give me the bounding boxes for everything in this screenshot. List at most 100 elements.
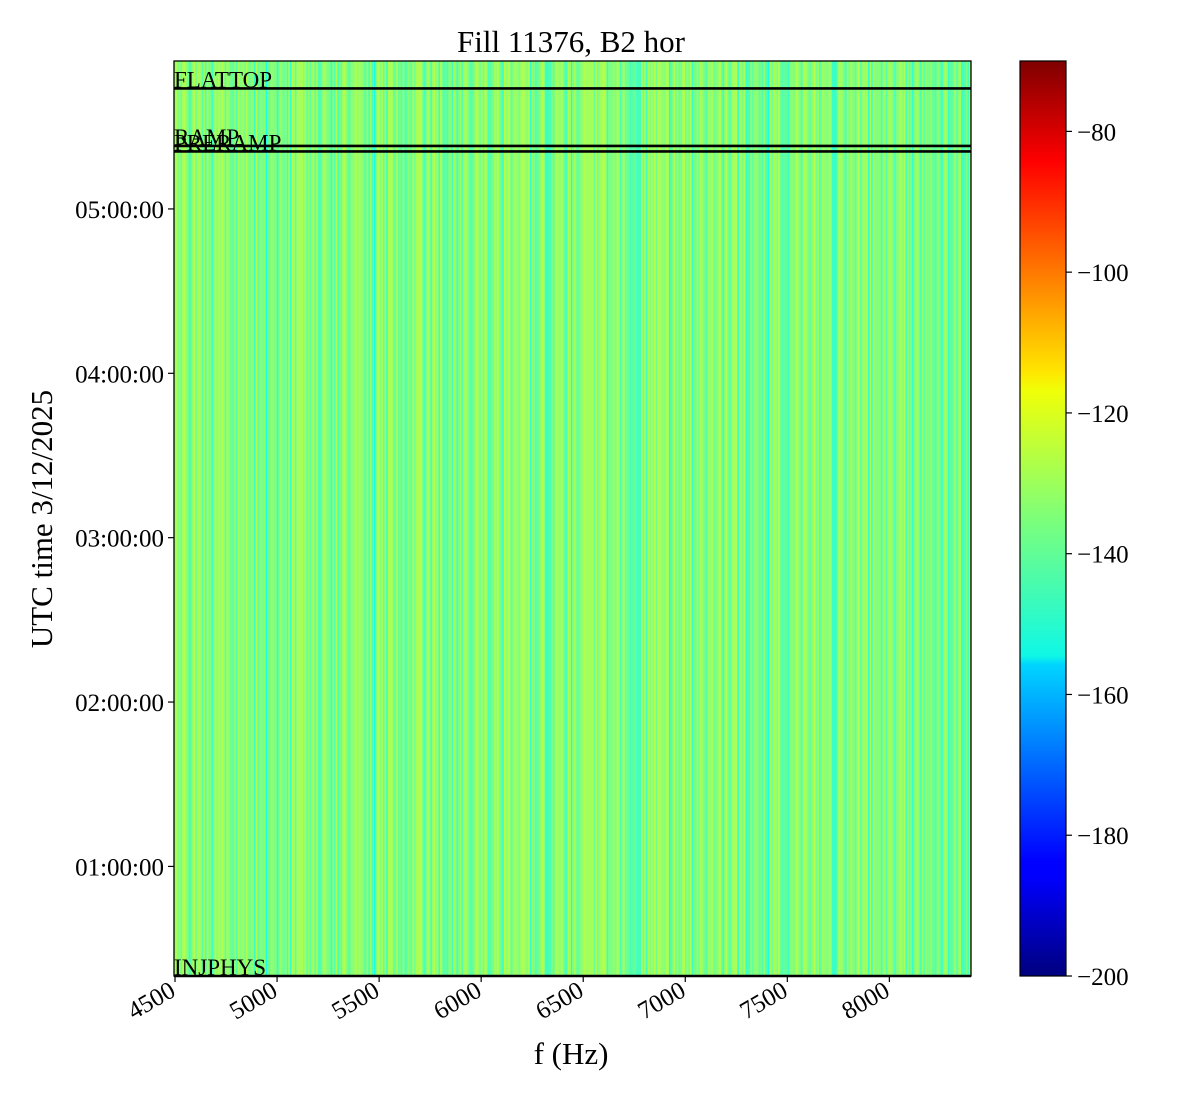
heatmap-column xyxy=(427,61,430,976)
heatmap-column xyxy=(637,61,640,976)
heatmap-column xyxy=(244,61,247,976)
heatmap-column xyxy=(799,61,802,976)
heatmap-column xyxy=(351,61,354,976)
heatmap-column xyxy=(345,61,348,976)
heatmap-column xyxy=(789,61,792,976)
heatmap-column xyxy=(704,61,707,976)
heatmap-column xyxy=(270,61,273,976)
heatmap-column xyxy=(908,61,911,976)
heatmap-column xyxy=(928,61,931,976)
heatmap-column xyxy=(645,61,648,976)
heatmap-column xyxy=(396,61,398,976)
heatmap-column xyxy=(898,61,901,976)
x-tick-label: 7500 xyxy=(736,977,793,1025)
heatmap-column xyxy=(296,61,299,976)
heatmap-column xyxy=(471,61,474,976)
heatmap-column xyxy=(887,61,890,976)
heatmap-column xyxy=(226,61,229,976)
heatmap-column xyxy=(355,61,358,976)
heatmap-column xyxy=(397,61,400,976)
heatmap-column xyxy=(236,61,238,976)
heatmap-column xyxy=(756,61,759,976)
heatmap-column xyxy=(505,61,508,976)
heatmap-column xyxy=(616,61,619,976)
heatmap-column xyxy=(701,61,704,976)
heatmap-column xyxy=(245,61,248,976)
heatmap-column xyxy=(263,61,266,976)
heatmap-column xyxy=(956,61,959,976)
heatmap-column xyxy=(784,61,787,976)
heatmap-column xyxy=(353,61,356,976)
heatmap-column xyxy=(224,61,227,976)
heatmap-column xyxy=(649,61,652,976)
heatmap-column xyxy=(915,61,918,976)
heatmap-column xyxy=(551,61,554,976)
heatmap-column xyxy=(538,61,541,976)
heatmap-column xyxy=(619,61,622,976)
heatmap-column xyxy=(196,61,199,976)
heatmap-column xyxy=(727,61,730,976)
heatmap-column xyxy=(660,61,663,976)
heatmap-column xyxy=(771,61,774,976)
heatmap-column xyxy=(219,61,222,976)
heatmap-column xyxy=(720,61,723,976)
heatmap-column xyxy=(781,61,784,976)
heatmap-column xyxy=(655,61,658,976)
heatmap-column xyxy=(923,61,926,976)
heatmap-column xyxy=(543,61,545,976)
heatmap-column xyxy=(190,61,193,976)
heatmap-column xyxy=(810,61,813,976)
heatmap-column xyxy=(511,61,514,976)
heatmap-column xyxy=(766,61,769,976)
heatmap-column xyxy=(402,61,405,976)
heatmap-column xyxy=(890,61,893,976)
heatmap-column xyxy=(332,61,335,976)
heatmap-column xyxy=(289,61,292,976)
heatmap-column xyxy=(851,61,854,976)
heatmap-column xyxy=(835,61,838,976)
heatmap-column xyxy=(761,61,764,976)
heatmap-column xyxy=(913,61,916,976)
heatmap-column xyxy=(278,61,281,976)
heatmap-column xyxy=(859,61,862,976)
heatmap-column xyxy=(467,61,470,976)
heatmap-column xyxy=(531,61,534,976)
chart-title: Fill 11376, B2 hor xyxy=(457,24,686,59)
heatmap-column xyxy=(753,61,756,976)
heatmap-column xyxy=(549,61,552,976)
heatmap-column xyxy=(652,61,655,976)
heatmap-column xyxy=(312,61,315,976)
heatmap-column xyxy=(417,61,420,976)
heatmap-column xyxy=(335,61,338,976)
heatmap-column xyxy=(755,61,758,976)
heatmap-column xyxy=(487,61,490,976)
heatmap-column xyxy=(954,61,957,976)
x-tick-label: 4500 xyxy=(123,977,180,1025)
heatmap-column xyxy=(498,61,501,976)
heatmap-column xyxy=(368,61,371,976)
heatmap-column xyxy=(458,61,461,976)
heatmap-column xyxy=(714,61,717,976)
heatmap-column xyxy=(880,61,883,976)
heatmap-column xyxy=(268,61,271,976)
heatmap-column xyxy=(288,61,291,976)
heatmap-column xyxy=(797,61,800,976)
heatmap-column xyxy=(609,61,612,976)
heatmap-column xyxy=(257,61,260,976)
heatmap-column xyxy=(577,61,580,976)
colorbar-tick-label: −80 xyxy=(1077,119,1116,146)
heatmap-column xyxy=(477,61,480,976)
heatmap-column xyxy=(544,61,547,976)
heatmap-column xyxy=(730,61,733,976)
heatmap-column xyxy=(866,61,869,976)
heatmap-column xyxy=(743,61,746,976)
heatmap-column xyxy=(441,61,444,976)
heatmap-column xyxy=(301,61,304,976)
heatmap-column xyxy=(812,61,815,976)
heatmap-column xyxy=(636,61,639,976)
heatmap-column xyxy=(895,61,898,976)
heatmap-column xyxy=(399,61,402,976)
heatmap-column xyxy=(188,61,191,976)
heatmap-column xyxy=(508,61,511,976)
colorbar-tick-label: −180 xyxy=(1077,823,1129,850)
